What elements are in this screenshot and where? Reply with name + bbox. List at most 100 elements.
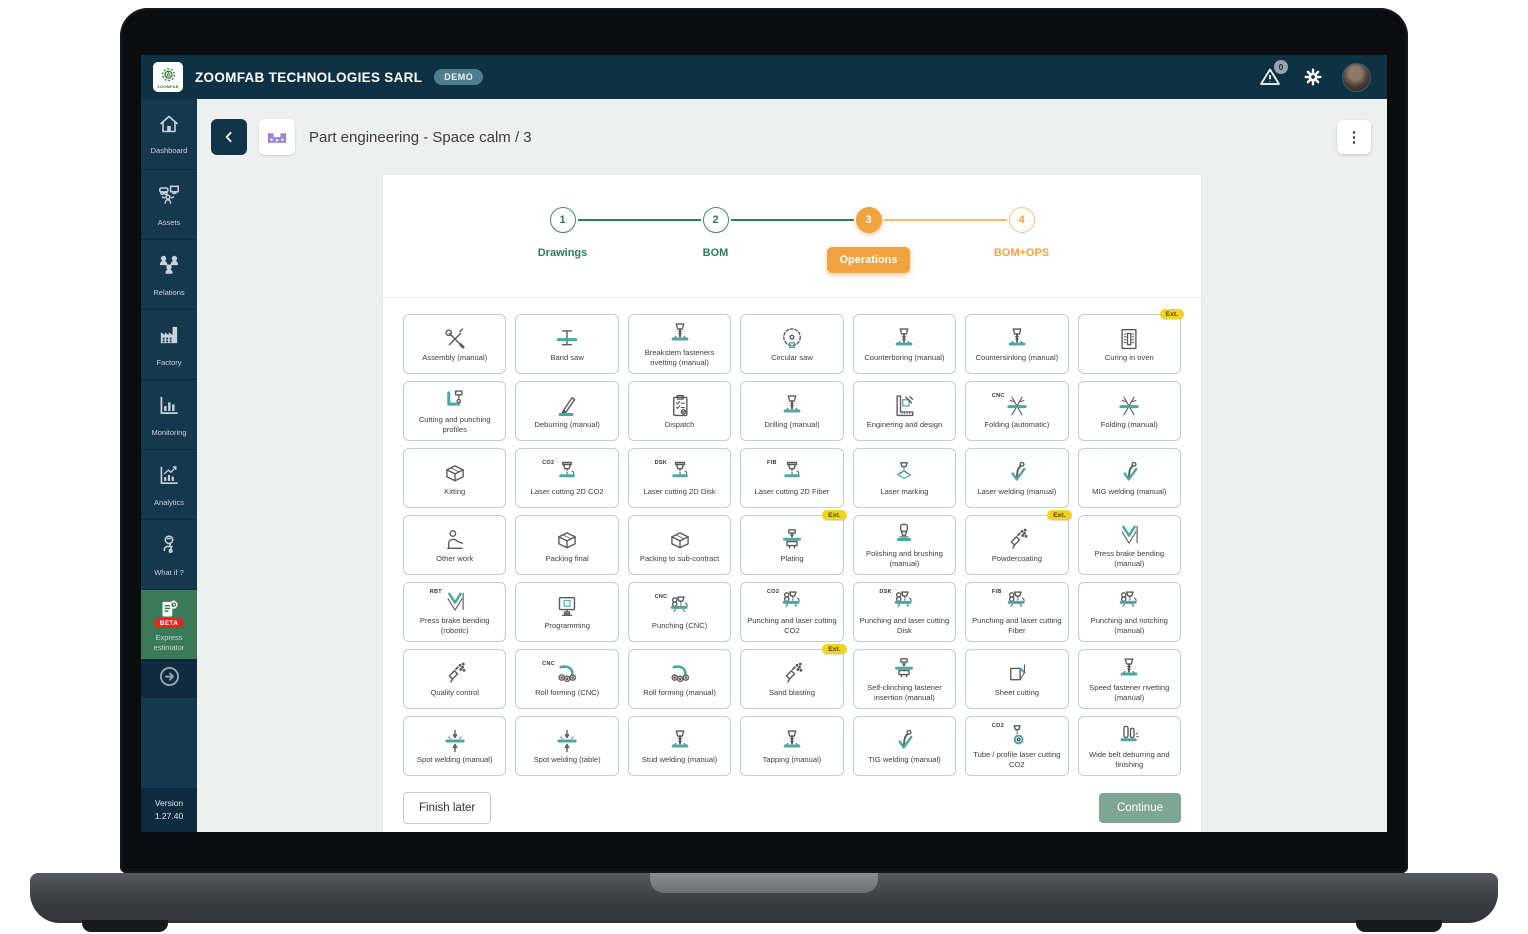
sidebar-item-relations[interactable]: Relations	[141, 239, 197, 309]
operation-label: Enginering and design	[866, 420, 943, 430]
operation-card[interactable]: Wide belt deburring and finishing	[1077, 716, 1181, 776]
operation-card[interactable]: Drilling (manual)	[740, 381, 844, 441]
sidebar-item-label: Relations	[153, 287, 185, 297]
drill-icon	[1114, 655, 1144, 683]
operation-card[interactable]: CO2 Laser cutting 2D CO2	[515, 448, 619, 508]
alerts-button[interactable]: 0	[1258, 60, 1288, 89]
operation-card[interactable]: Punching and notching (manual)	[1077, 582, 1181, 642]
operation-card[interactable]: Sheet cutting	[965, 649, 1069, 709]
operation-card[interactable]: Speed fastener rivetting (manual)	[1077, 649, 1181, 709]
operation-card[interactable]: Other work	[403, 515, 507, 575]
operation-label: Kitting	[444, 487, 466, 497]
press-icon	[777, 526, 807, 554]
step-bom[interactable]: 2 BOM	[639, 207, 792, 273]
lasermark-icon	[889, 459, 919, 487]
operation-card[interactable]: Polishing and brushing (manual)	[852, 515, 957, 575]
user-avatar[interactable]	[1342, 62, 1371, 92]
spray-icon	[440, 660, 470, 688]
operation-label: Tube / profile laser cutting CO2	[973, 750, 1061, 769]
operation-card[interactable]: Counterboring (manual)	[852, 314, 957, 374]
operation-label: Tapping (manual)	[762, 755, 822, 765]
alert-count-badge: 0	[1274, 60, 1288, 74]
operation-card[interactable]: Self-clinching fastener insertion (manua…	[852, 649, 957, 709]
operation-card[interactable]: DSK Laser cutting 2D Disk	[627, 448, 732, 508]
operation-card[interactable]: Ext. Sand blasting	[740, 644, 847, 709]
arrow-icon	[157, 664, 182, 694]
operation-card[interactable]: Tapping (manual)	[740, 716, 844, 776]
back-button[interactable]	[211, 119, 247, 155]
operation-card[interactable]: Quality control	[403, 649, 507, 709]
operation-card[interactable]: RBT Press brake bending (robotic)	[403, 582, 507, 642]
operation-card[interactable]: Stud welding (manual)	[627, 716, 732, 776]
step-bom-ops[interactable]: 4 BOM+OPS	[945, 207, 1098, 273]
operation-label: Punching and notching (manual)	[1090, 616, 1168, 635]
operation-card[interactable]: Dispatch	[627, 381, 732, 441]
operation-card[interactable]: Deburring (manual)	[515, 381, 619, 441]
operation-card[interactable]: Cutting and punching profiles	[403, 381, 507, 441]
punchprofile-icon	[440, 387, 470, 415]
step-drawings[interactable]: 1 Drawings	[486, 207, 639, 273]
operation-card[interactable]: FIB Laser cutting 2D Fiber	[740, 448, 844, 508]
operation-card[interactable]: Kitting	[403, 448, 507, 508]
operation-label: Press brake bending (manual)	[1094, 549, 1165, 568]
operation-card[interactable]: DSK Punching and laser cutting Disk	[852, 582, 957, 642]
sidebar-item-expand[interactable]	[141, 659, 197, 697]
laptop-foot-right	[1356, 920, 1442, 932]
sidebar-item-factory[interactable]: Factory	[141, 309, 197, 379]
finish-later-button[interactable]: Finish later	[403, 792, 492, 824]
sidebar-item-monitoring[interactable]: Monitoring	[141, 379, 197, 449]
operation-card[interactable]: Assembly (manual)	[403, 314, 507, 374]
fold-icon: CNC	[992, 392, 1032, 420]
operation-card[interactable]: Packing final	[515, 515, 619, 575]
operation-card[interactable]: Folding (manual)	[1077, 381, 1181, 441]
operation-card[interactable]: CNC Folding (automatic)	[965, 381, 1069, 441]
step-label[interactable]: Operations	[827, 247, 910, 273]
continue-button[interactable]: Continue	[1098, 793, 1181, 823]
operation-card[interactable]: Programming	[515, 582, 619, 642]
operation-label: Programming	[544, 621, 590, 631]
settings-gear-icon[interactable]	[1302, 66, 1324, 88]
operation-label: Laser cutting 2D Disk	[643, 487, 716, 497]
operation-card[interactable]: Enginering and design	[852, 381, 957, 441]
operation-card[interactable]: CO2 Tube / profile laser cutting CO2	[965, 716, 1069, 776]
operation-card[interactable]: Packing to sub-contract	[627, 515, 732, 575]
operation-card[interactable]: Countersinking (manual)	[965, 314, 1069, 374]
operation-card[interactable]: CNC Roll forming (CNC)	[515, 649, 619, 709]
operation-label: Sand blasting	[768, 688, 815, 698]
operation-card[interactable]: Press brake bending (manual)	[1077, 515, 1181, 575]
operation-card[interactable]: FIB Punching and laser cutting Fiber	[965, 582, 1069, 642]
operation-card[interactable]: Spot welding (manual)	[403, 716, 507, 776]
monitor-icon	[552, 593, 582, 621]
sidebar-item-assets[interactable]: Assets	[141, 169, 197, 239]
sidebar-item-analytics[interactable]: Analytics	[141, 449, 197, 519]
operation-card[interactable]: Laser marking	[852, 448, 957, 508]
zoomfab-logo-icon[interactable]: ZOOMFAB	[153, 62, 183, 92]
operation-card[interactable]: Roll forming (manual)	[627, 649, 732, 709]
operation-card[interactable]: CO2 Punching and laser cutting CO2	[740, 582, 844, 642]
operation-card[interactable]: TIG welding (manual)	[852, 716, 957, 776]
operation-card[interactable]: CNC Punching (CNC)	[627, 582, 732, 642]
operation-card[interactable]: MIG welding (manual)	[1077, 448, 1181, 508]
sidebar-item-whatif[interactable]: What if ?	[141, 519, 197, 589]
operation-card[interactable]: Ext. Powdercoating	[965, 510, 1072, 575]
sidebar-item-label: What if ?	[154, 567, 184, 577]
operation-card[interactable]: Spot welding (table)	[515, 716, 619, 776]
operation-label: Countersinking (manual)	[975, 353, 1059, 363]
operation-label: Spot welding (table)	[533, 755, 601, 765]
operation-card[interactable]: Breakstem fasteners rivetting (manual)	[627, 314, 732, 374]
operation-card[interactable]: Ext. Curing in oven	[1077, 309, 1184, 374]
operation-card[interactable]: Ext. Plating	[740, 510, 847, 575]
operation-label: Breakstem fasteners rivetting (manual)	[644, 348, 715, 367]
whatif-icon	[156, 532, 182, 563]
sidebar-item-label: Dashboard	[150, 146, 188, 156]
drill-icon	[665, 320, 695, 348]
laptop-foot-left	[82, 920, 168, 932]
fold-icon	[1114, 392, 1144, 420]
step-operations[interactable]: 3 Operations	[792, 207, 945, 273]
more-options-button[interactable]: ⋮	[1337, 120, 1371, 154]
operation-card[interactable]: Laser welding (manual)	[965, 448, 1069, 508]
operation-card[interactable]: Band saw	[515, 314, 619, 374]
operation-card[interactable]: Circular saw	[740, 314, 844, 374]
sidebar-item-express[interactable]: BETA Express estimator	[141, 589, 197, 659]
sidebar-item-dashboard[interactable]: Dashboard	[141, 99, 197, 169]
